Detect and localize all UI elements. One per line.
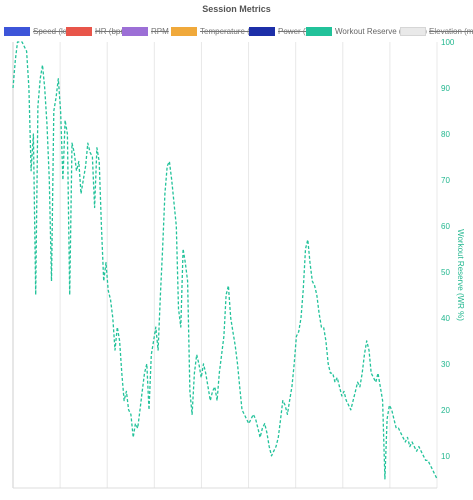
- legend-swatch: [249, 26, 275, 36]
- series-group: [12, 41, 438, 480]
- legend-label: Elevation (m): [429, 26, 473, 36]
- legend-label: Temperature (°C): [200, 26, 262, 36]
- legend-item-2[interactable]: RPM: [122, 25, 169, 37]
- legend-label: Speed (km/h): [33, 26, 82, 36]
- legend-item-3[interactable]: Temperature (°C): [171, 25, 261, 37]
- y-tick-label: 30: [441, 360, 450, 369]
- legend-item-6[interactable]: Elevation (m): [400, 25, 473, 37]
- legend-swatch: [122, 26, 148, 36]
- y-tick-label: 10: [441, 452, 450, 461]
- y-tick-label: 50: [441, 268, 450, 277]
- y-tick-label: 20: [441, 406, 450, 415]
- legend-swatch: [171, 26, 197, 36]
- legend-label: Power (W): [278, 26, 316, 36]
- chart-title: Session Metrics: [202, 4, 271, 14]
- legend-swatch: [306, 26, 332, 36]
- legend-label: HR (bpm): [95, 26, 130, 36]
- grid-lines: [12, 42, 438, 489]
- y-axis-title: Workout Reserve (WR %): [456, 229, 465, 321]
- series-line-workout-reserve: [12, 41, 438, 480]
- legend-swatch: [4, 26, 30, 36]
- legend: Speed (km/h) HR (bpm) RPM Temperature (°C) P…: [4, 25, 473, 39]
- y-tick-label: 100: [441, 38, 455, 47]
- legend-item-0[interactable]: Speed (km/h): [4, 25, 81, 37]
- legend-label: RPM: [151, 26, 169, 36]
- y-tick-label: 70: [441, 176, 450, 185]
- legend-swatch: [66, 26, 92, 36]
- y-axis-ticks: 10 20 30 40 50 60 70 80 90 100: [441, 38, 455, 461]
- legend-swatch: [400, 26, 426, 36]
- legend-item-1[interactable]: HR (bpm): [66, 25, 130, 37]
- y-tick-label: 80: [441, 130, 450, 139]
- legend-label: Workout Reserve (WR %): [335, 26, 427, 36]
- y-tick-label: 60: [441, 222, 450, 231]
- legend-item-5[interactable]: Workout Reserve (WR %): [306, 25, 427, 37]
- y-tick-label: 40: [441, 314, 450, 323]
- legend-item-4[interactable]: Power (W): [249, 25, 316, 37]
- y-tick-label: 90: [441, 84, 450, 93]
